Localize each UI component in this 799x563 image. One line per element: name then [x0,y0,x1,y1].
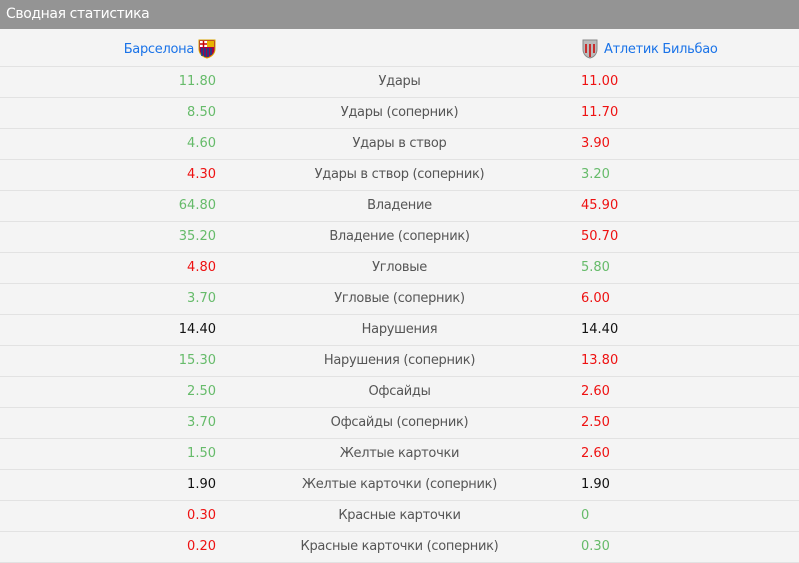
away-team-name[interactable]: Атлетик Бильбао [604,41,718,57]
away-value: 6.00 [581,291,610,306]
stat-label: Удары (соперник) [340,105,459,120]
home-value: 0.30 [187,508,216,523]
home-value: 4.60 [187,136,216,151]
home-value: 0.20 [187,539,216,554]
away-value: 13.80 [581,353,619,368]
stat-row: 4.60 Удары в створ 3.90 [0,129,799,160]
home-team-name[interactable]: Барселона [123,41,195,57]
stat-row: 14.40 Нарушения 14.40 [0,315,799,346]
panel-title: Сводная статистика [0,0,799,29]
home-value: 11.80 [178,74,216,89]
home-value: 8.50 [187,105,216,120]
away-value: 3.20 [581,167,610,182]
home-value: 64.80 [178,198,216,213]
away-team[interactable]: Атлетик Бильбао [581,39,718,59]
stat-label: Владение (соперник) [329,229,470,244]
stats-table: 11.80 Удары 11.00 8.50 Удары (соперник) 11.70… [0,67,799,563]
stat-label: Офсайды [368,384,431,399]
away-value: 2.60 [581,446,610,461]
stat-label: Удары в створ [352,136,447,151]
stat-label: Удары в створ (соперник) [314,167,485,182]
stat-row: 15.30 Нарушения (соперник) 13.80 [0,346,799,377]
home-value: 4.80 [187,260,216,275]
stat-row: 0.20 Красные карточки (соперник) 0.30 [0,532,799,563]
stat-row: 4.30 Удары в створ (соперник) 3.20 [0,160,799,191]
stat-row: 0.30 Красные карточки 0 [0,501,799,532]
stat-label: Желтые карточки (соперник) [302,477,497,492]
home-value: 4.30 [187,167,216,182]
away-value: 11.70 [581,105,619,120]
away-value: 2.50 [581,415,610,430]
stat-row: 3.70 Угловые (соперник) 6.00 [0,284,799,315]
home-value: 15.30 [178,353,216,368]
stat-row: 11.80 Удары 11.00 [0,67,799,98]
stat-row: 1.90 Желтые карточки (соперник) 1.90 [0,470,799,501]
stat-row: 64.80 Владение 45.90 [0,191,799,222]
away-value: 45.90 [581,198,619,213]
away-value: 1.90 [581,477,610,492]
stat-row: 3.70 Офсайды (соперник) 2.50 [0,408,799,439]
home-value: 14.40 [178,322,216,337]
stat-label: Угловые [372,260,427,275]
away-value: 5.80 [581,260,610,275]
stat-label: Офсайды (соперник) [330,415,469,430]
stat-label: Удары [378,74,421,89]
away-value: 0 [581,508,590,523]
barcelona-crest-icon [198,39,216,59]
away-value: 11.00 [581,74,619,89]
home-team[interactable]: Барселона [124,39,216,59]
away-value: 2.60 [581,384,610,399]
stat-label: Красные карточки [338,508,461,523]
stat-row: 2.50 Офсайды 2.60 [0,377,799,408]
stat-row: 35.20 Владение (соперник) 50.70 [0,222,799,253]
athletic-bilbao-crest-icon [582,39,598,59]
stat-label: Красные карточки (соперник) [300,539,499,554]
home-value: 2.50 [187,384,216,399]
stat-label: Владение [367,198,432,213]
stat-label: Нарушения [361,322,438,337]
home-value: 3.70 [187,291,216,306]
away-value: 3.90 [581,136,610,151]
stat-label: Желтые карточки [339,446,460,461]
home-value: 3.70 [187,415,216,430]
stat-label: Угловые (соперник) [334,291,465,306]
home-value: 35.20 [178,229,216,244]
stat-row: 8.50 Удары (соперник) 11.70 [0,98,799,129]
away-value: 14.40 [581,322,619,337]
stat-row: 4.80 Угловые 5.80 [0,253,799,284]
away-value: 0.30 [581,539,610,554]
home-value: 1.50 [187,446,216,461]
teams-header: Барселона Атлетик Бильбао [0,29,799,67]
stat-row: 1.50 Желтые карточки 2.60 [0,439,799,470]
home-value: 1.90 [187,477,216,492]
away-value: 50.70 [581,229,619,244]
stat-label: Нарушения (соперник) [323,353,476,368]
